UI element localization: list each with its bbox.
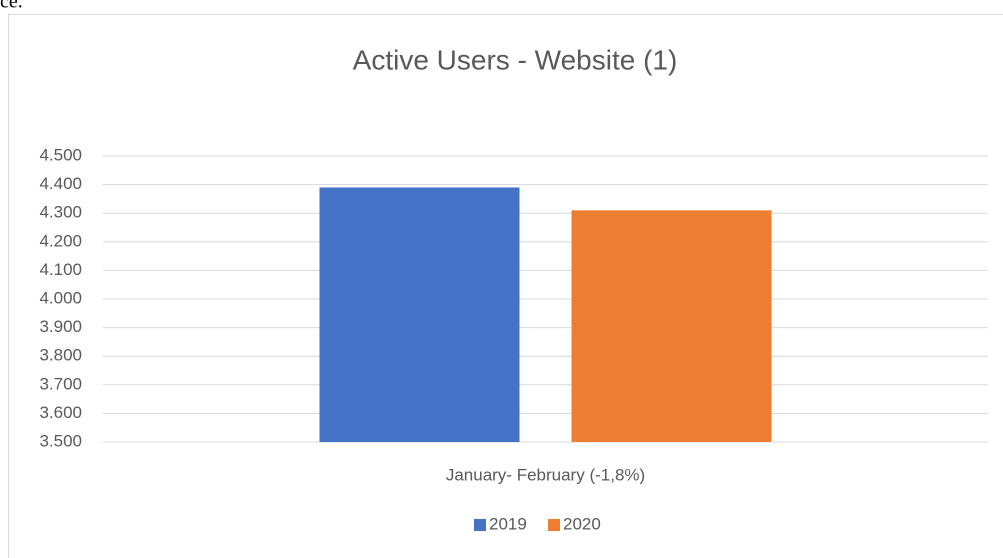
x-tick-label: January- February (-1,8%) <box>446 465 645 484</box>
legend-swatch <box>548 519 560 531</box>
y-tick-label: 4.100 <box>39 260 82 279</box>
bar <box>571 210 772 442</box>
y-tick-label: 3.800 <box>39 346 82 365</box>
legend-swatch <box>474 519 486 531</box>
legend-label: 2020 <box>563 514 601 533</box>
y-tick-label: 3.600 <box>39 403 82 422</box>
chart-title: Active Users - Website (1) <box>353 44 678 75</box>
y-tick-label: 3.500 <box>39 431 82 450</box>
y-tick-label: 4.500 <box>39 145 82 164</box>
y-tick-label: 3.900 <box>39 317 82 336</box>
y-tick-label: 4.300 <box>39 203 82 222</box>
y-tick-label: 3.700 <box>39 374 82 393</box>
legend-label: 2019 <box>489 514 527 533</box>
y-tick-label: 4.200 <box>39 231 82 250</box>
bar <box>319 187 520 442</box>
y-tick-label: 4.400 <box>39 174 82 193</box>
y-tick-label: 4.000 <box>39 288 82 307</box>
header-fragment: ce. <box>0 0 23 13</box>
